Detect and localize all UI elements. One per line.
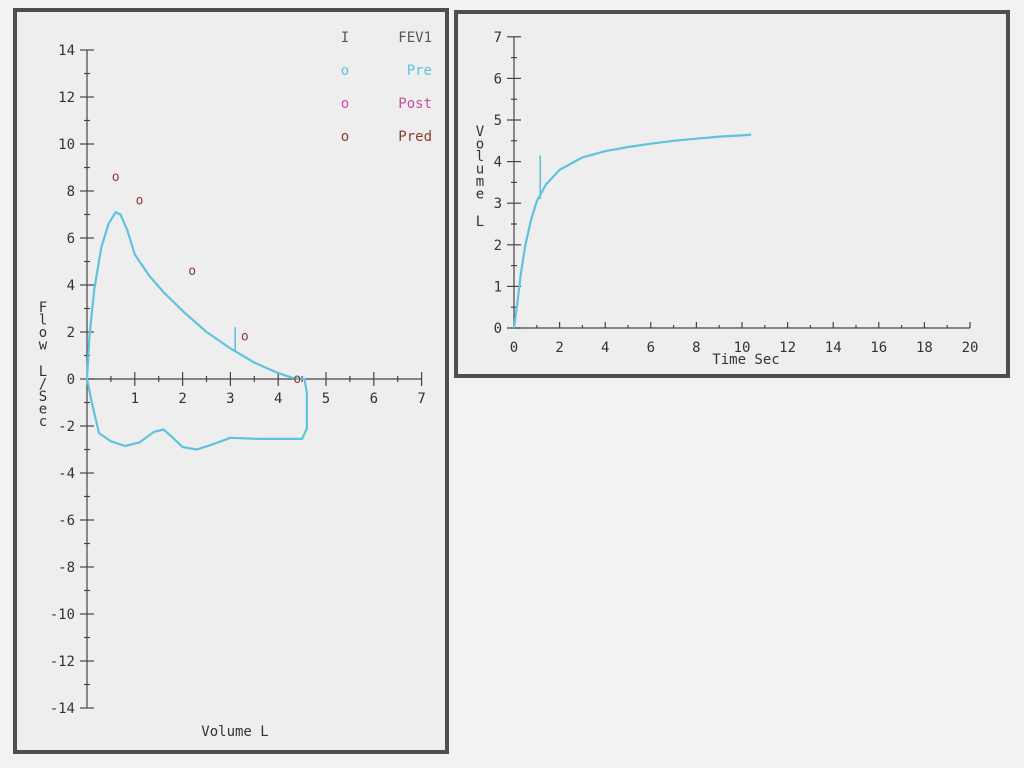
y-tick-label: -2 [58,419,75,435]
x-tick-label: 4 [601,340,609,356]
legend-symbol: o [341,96,349,112]
legend-symbol: I [341,30,349,46]
x-tick-label: 7 [417,391,425,407]
legend-symbol: o [341,129,349,145]
y-tick-label: 6 [67,231,75,247]
pre-flow-volume-loop [87,212,307,449]
x-tick-label: 8 [692,340,700,356]
x-tick-label: 18 [916,340,933,356]
y-tick-label: 0 [494,321,502,337]
y-tick-label: -6 [58,513,75,529]
legend-label-pre: Pre [407,63,432,79]
x-axis-label: Volume L [201,724,268,740]
y-tick-label: -10 [50,607,75,623]
x-tick-label: 6 [647,340,655,356]
y-tick-label: -14 [50,701,75,717]
x-tick-label: 3 [226,391,234,407]
legend-label-fev1: FEV1 [398,30,432,46]
y-tick-label: 7 [494,30,502,46]
x-tick-label: 6 [370,391,378,407]
x-tick-label: 12 [779,340,796,356]
y-tick-label: -4 [58,466,75,482]
x-tick-label: 4 [274,391,282,407]
y-tick-label: 4 [494,155,502,171]
x-tick-label: 16 [870,340,887,356]
y-tick-label: 10 [58,137,75,153]
y-tick-label: 8 [67,184,75,200]
legend-label-post: Post [398,96,432,112]
y-tick-label: 6 [494,71,502,87]
legend-label-pred: Pred [398,129,432,145]
x-tick-label: 1 [131,391,139,407]
pred-point: o [112,170,120,185]
pre-volume-time-curve [514,135,751,328]
pred-point: o [188,264,196,279]
y-tick-label: -12 [50,654,75,670]
y-tick-label: 0 [67,372,75,388]
x-tick-label: 5 [322,391,330,407]
legend-symbol: o [341,63,349,79]
y-tick-label: 1 [494,279,502,295]
x-axis-label: Time Sec [712,352,779,368]
x-tick-label: 20 [962,340,979,356]
x-tick-label: 14 [825,340,842,356]
pred-point: o [293,372,301,387]
y-tick-label: -8 [58,560,75,576]
y-tick-label: 5 [494,113,502,129]
y-tick-label: 14 [58,43,75,59]
y-tick-label: 4 [67,278,75,294]
y-tick-label: 3 [494,196,502,212]
pred-point: o [136,193,144,208]
y-tick-label: 2 [67,325,75,341]
pred-point: o [241,330,249,345]
x-tick-label: 2 [178,391,186,407]
x-tick-label: 2 [555,340,563,356]
x-tick-label: 0 [510,340,518,356]
y-tick-label: 12 [58,90,75,106]
y-tick-label: 2 [494,238,502,254]
